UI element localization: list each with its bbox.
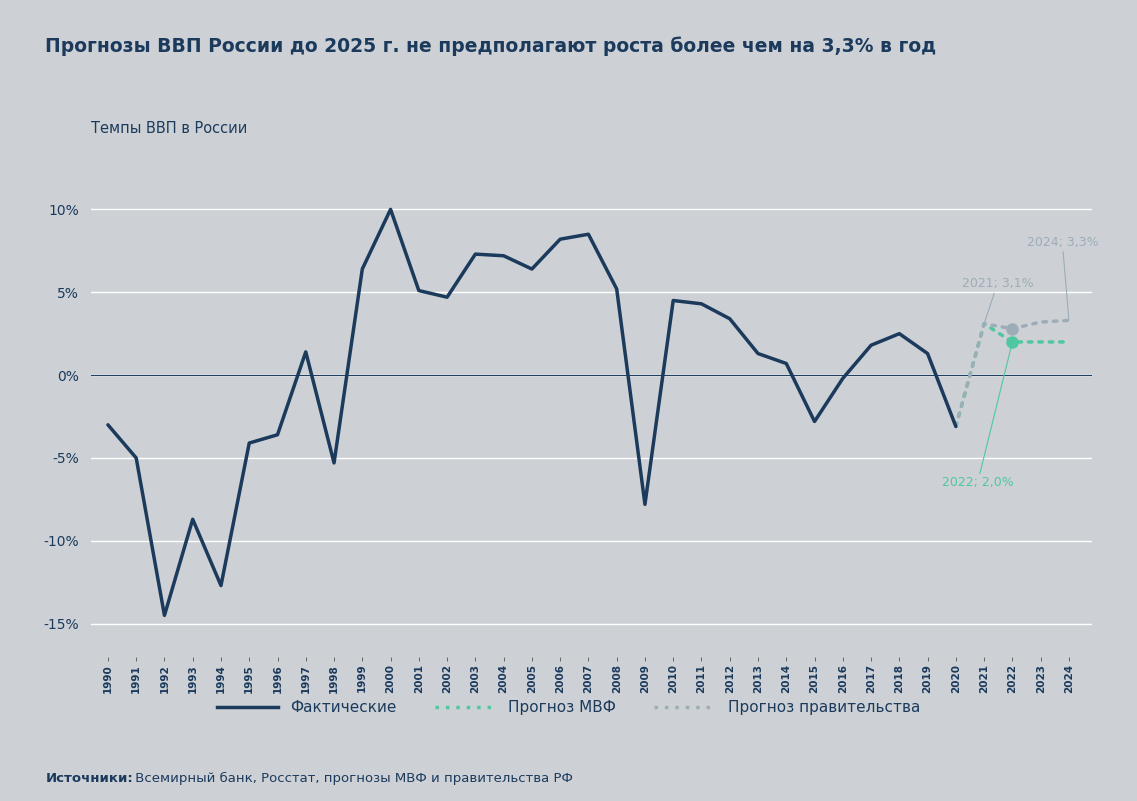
- Text: Темпы ВВП в России: Темпы ВВП в России: [91, 121, 248, 136]
- Text: Всемирный банк, Росстат, прогнозы МВФ и правительства РФ: Всемирный банк, Росстат, прогнозы МВФ и …: [131, 772, 573, 785]
- Text: 2024; 3,3%: 2024; 3,3%: [1027, 236, 1098, 320]
- Text: Прогнозы ВВП России до 2025 г. не предполагают роста более чем на 3,3% в год: Прогнозы ВВП России до 2025 г. не предпо…: [45, 36, 937, 55]
- Text: 2022; 2,0%: 2022; 2,0%: [941, 342, 1013, 489]
- Text: 2021; 3,1%: 2021; 3,1%: [962, 277, 1034, 324]
- Legend: Фактические, Прогноз МВФ, Прогноз правительства: Фактические, Прогноз МВФ, Прогноз правит…: [210, 694, 927, 721]
- Text: Источники:: Источники:: [45, 772, 133, 785]
